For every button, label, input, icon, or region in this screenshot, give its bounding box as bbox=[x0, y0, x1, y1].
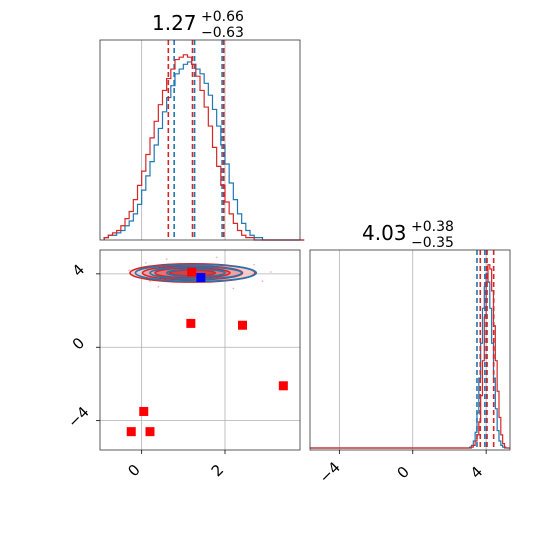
histogram-param-1-panel: 1.27 +0.66−0.63 bbox=[99, 9, 305, 241]
sample-point bbox=[232, 287, 235, 290]
sample-point bbox=[215, 256, 218, 259]
hist-2-title-upper-error: +0.38 bbox=[411, 219, 454, 235]
x-tick-label: 0 bbox=[393, 463, 412, 482]
x-tick-label: 4 bbox=[467, 463, 486, 482]
axes-frame bbox=[309, 249, 511, 451]
axes-frame bbox=[99, 39, 301, 241]
hist-series-0 bbox=[103, 61, 305, 241]
y-tick-label: −4 bbox=[64, 403, 92, 431]
y-tick-label: 0 bbox=[69, 334, 88, 353]
sample-point bbox=[261, 280, 264, 283]
marker-square bbox=[186, 318, 196, 328]
sample-point bbox=[253, 263, 256, 266]
marker-square bbox=[187, 267, 197, 277]
axes-frame bbox=[99, 249, 301, 451]
contour-level bbox=[134, 263, 258, 283]
contour-level bbox=[149, 266, 243, 280]
marker-square bbox=[278, 381, 288, 391]
scatter-2d-panel: 0 2 −4 0 4 bbox=[64, 249, 301, 480]
hist-1-title-lower-error: −0.63 bbox=[201, 25, 244, 41]
hist-1-title-value: 1.27 bbox=[152, 11, 197, 35]
x-tick-label: 0 bbox=[124, 461, 143, 480]
sample-point bbox=[165, 258, 168, 261]
y-tick-label: 4 bbox=[69, 261, 88, 280]
sample-point bbox=[128, 269, 131, 272]
marker-square bbox=[196, 273, 206, 283]
hist-2-title-value: 4.03 bbox=[362, 221, 407, 245]
sample-point bbox=[149, 280, 151, 283]
histogram-param-2-panel: −4 0 4 4.03 +0.38−0.35 bbox=[309, 219, 511, 487]
sample-point bbox=[144, 261, 147, 264]
sample-point bbox=[157, 285, 160, 288]
marker-square bbox=[238, 320, 247, 330]
marker-square bbox=[145, 427, 155, 437]
sample-point bbox=[269, 271, 272, 273]
marker-square bbox=[126, 427, 136, 437]
hist-series-1 bbox=[103, 54, 305, 241]
x-tick-label: −4 bbox=[316, 458, 344, 486]
hist-2-title-lower-error: −0.35 bbox=[411, 235, 454, 251]
marker-square bbox=[139, 406, 149, 416]
hist-series-1 bbox=[469, 264, 507, 449]
hist-1-title-upper-error: +0.66 bbox=[201, 9, 244, 25]
x-tick-label: 2 bbox=[208, 461, 227, 480]
